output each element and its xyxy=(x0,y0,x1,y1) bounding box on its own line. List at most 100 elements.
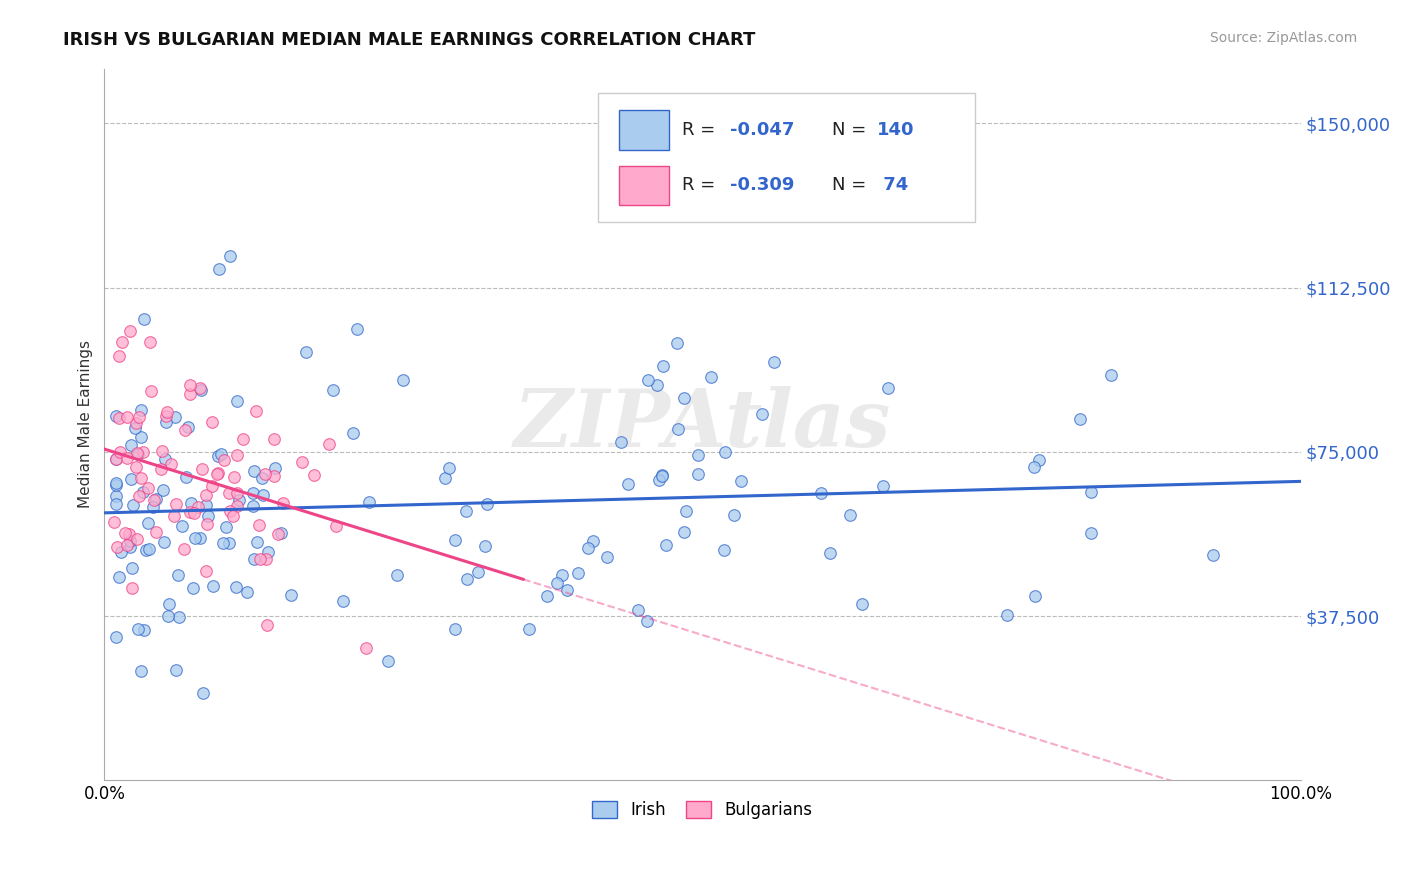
Point xyxy=(218,486,240,500)
Point xyxy=(165,410,187,425)
Point xyxy=(115,538,138,552)
Point xyxy=(546,575,568,590)
Y-axis label: Median Male Earnings: Median Male Earnings xyxy=(79,341,93,508)
Point xyxy=(209,447,232,461)
Point xyxy=(124,420,146,434)
Point xyxy=(139,384,162,398)
Point xyxy=(115,409,138,424)
Point xyxy=(105,476,128,491)
Text: -0.309: -0.309 xyxy=(730,177,794,194)
Point xyxy=(1024,590,1046,604)
Legend: Irish, Bulgarians: Irish, Bulgarians xyxy=(586,794,820,825)
Point xyxy=(637,373,659,387)
Point xyxy=(212,453,235,467)
Point xyxy=(877,381,900,395)
Point xyxy=(557,582,579,597)
Point xyxy=(242,552,264,566)
Point xyxy=(267,527,290,541)
Point xyxy=(155,415,177,429)
Point xyxy=(125,416,148,430)
Point xyxy=(155,451,177,466)
Point xyxy=(280,588,302,602)
Point xyxy=(391,373,413,387)
FancyBboxPatch shape xyxy=(599,94,976,221)
Point xyxy=(136,516,159,530)
Point xyxy=(179,377,201,392)
Point xyxy=(576,541,599,555)
Point xyxy=(180,495,202,509)
Point xyxy=(165,664,187,678)
Point xyxy=(271,496,294,510)
Point xyxy=(118,324,141,338)
Point xyxy=(228,492,250,507)
Point xyxy=(475,497,498,511)
Point xyxy=(120,534,142,549)
Text: ZIPAtlas: ZIPAtlas xyxy=(513,385,891,463)
Point xyxy=(138,542,160,557)
Point xyxy=(197,508,219,523)
Point xyxy=(205,467,228,482)
Point xyxy=(254,552,277,566)
Point xyxy=(128,489,150,503)
Point xyxy=(332,594,354,608)
Point xyxy=(242,486,264,500)
Point xyxy=(439,460,461,475)
Point xyxy=(385,568,408,582)
Point xyxy=(114,526,136,541)
Point xyxy=(636,614,658,628)
Point xyxy=(129,664,152,678)
Point xyxy=(194,488,217,502)
Point xyxy=(243,464,266,478)
Point xyxy=(434,471,457,485)
Point xyxy=(110,545,132,559)
Point xyxy=(751,407,773,421)
Point xyxy=(714,444,737,458)
Point xyxy=(1080,526,1102,541)
Point xyxy=(201,415,224,429)
Point xyxy=(377,654,399,668)
Point xyxy=(127,622,149,636)
Point xyxy=(156,609,179,624)
Point xyxy=(609,435,631,450)
Point xyxy=(291,455,314,469)
Point xyxy=(995,607,1018,622)
Text: R =: R = xyxy=(682,177,721,194)
Point xyxy=(188,381,211,395)
Point xyxy=(325,519,347,533)
Point xyxy=(132,312,155,326)
Point xyxy=(179,505,201,519)
Point xyxy=(354,640,377,655)
Point xyxy=(651,468,673,483)
Point xyxy=(201,579,224,593)
Point xyxy=(225,393,247,408)
Point xyxy=(322,384,344,398)
Point xyxy=(818,546,841,560)
Point xyxy=(143,492,166,507)
Point xyxy=(567,566,589,580)
Point xyxy=(150,462,173,476)
Point xyxy=(135,542,157,557)
Point xyxy=(136,481,159,495)
Point xyxy=(672,392,695,406)
Point xyxy=(103,515,125,529)
Point xyxy=(810,486,832,500)
Point xyxy=(187,500,209,515)
Point xyxy=(163,508,186,523)
Point xyxy=(152,483,174,498)
Point xyxy=(117,450,139,465)
Point xyxy=(121,498,143,512)
Point xyxy=(232,432,254,446)
Point xyxy=(120,472,142,486)
Point xyxy=(467,565,489,579)
Text: 74: 74 xyxy=(877,177,908,194)
Point xyxy=(221,508,243,523)
Point xyxy=(648,473,671,487)
Point xyxy=(263,432,285,446)
Point xyxy=(443,622,465,636)
Point xyxy=(197,517,219,532)
Point xyxy=(129,429,152,443)
Text: 140: 140 xyxy=(877,120,915,138)
Point xyxy=(153,535,176,549)
Point xyxy=(1099,368,1122,382)
Point xyxy=(105,478,128,492)
